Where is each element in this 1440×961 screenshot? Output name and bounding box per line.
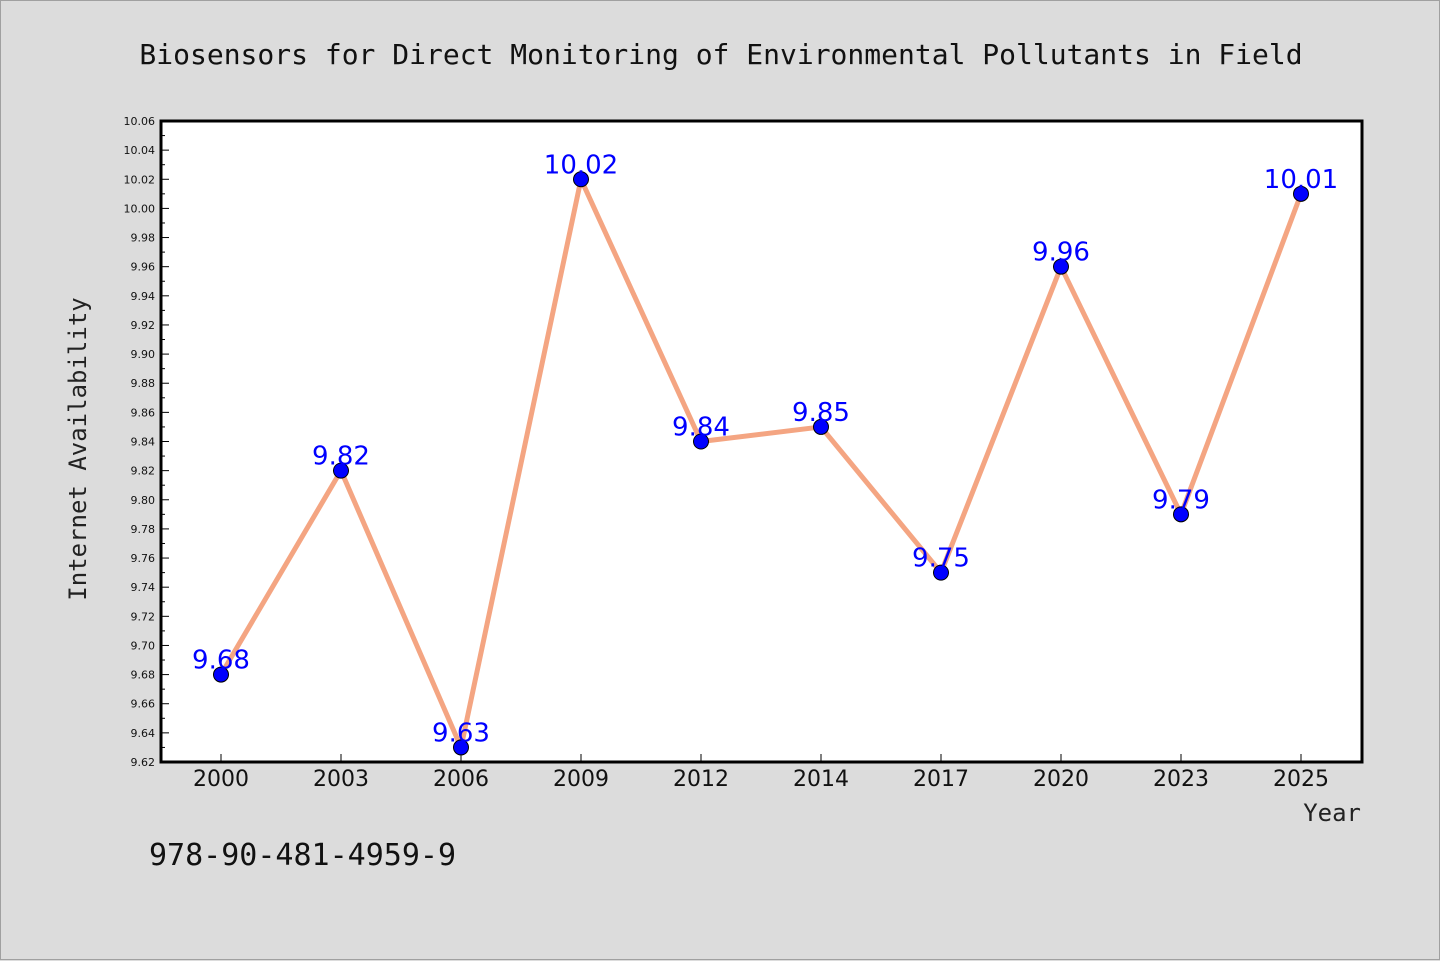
y-tick-label: 9.76: [131, 552, 156, 565]
data-label: 9.63: [432, 718, 490, 748]
x-tick-label: 2000: [193, 767, 249, 792]
y-tick-label: 9.78: [131, 523, 156, 536]
data-point: [1173, 506, 1189, 523]
y-tick-label: 9.74: [131, 581, 156, 594]
x-tick-label: 2006: [433, 767, 489, 792]
chart-title: Biosensors for Direct Monitoring of Envi…: [139, 38, 1302, 71]
data-label: 9.82: [312, 442, 370, 472]
data-label: 9.68: [192, 646, 250, 676]
x-tick-label: 2014: [793, 767, 849, 792]
y-axis: 9.62 9.64 9.66 9.68 9.70 9.72 9.74 9.76 9.78 9.80…: [124, 115, 169, 769]
y-tick-label: 9.64: [131, 727, 156, 740]
x-tick-label: 2023: [1153, 767, 1209, 792]
y-tick-label: 9.88: [131, 377, 156, 390]
data-point: [1293, 185, 1309, 202]
data-label: 9.75: [912, 544, 970, 574]
y-tick-label: 9.90: [131, 348, 156, 361]
y-tick-label: 9.80: [131, 494, 156, 507]
y-tick-label: 10.02: [124, 173, 156, 186]
data-label: 9.85: [792, 398, 850, 428]
plot-area: [159, 119, 1364, 764]
y-tick-label: 9.66: [131, 698, 156, 711]
y-tick-label: 9.62: [131, 756, 156, 769]
data-label: 10.01: [1264, 165, 1338, 195]
data-point: [1053, 258, 1069, 275]
x-tick-label: 2017: [913, 767, 969, 792]
y-axis-title: Internet Availability: [64, 297, 92, 600]
series-group: [213, 171, 1309, 756]
y-tick-label: 9.92: [131, 319, 156, 332]
y-tick-label: 10.06: [124, 115, 156, 128]
x-tick-label: 2003: [313, 767, 369, 792]
x-axis: 2000 2003 2006 2009 2012 2014 2017 2020 2023 2025: [193, 754, 1329, 792]
y-tick-label: 10.04: [124, 144, 156, 157]
data-point: [813, 418, 829, 435]
y-tick-label: 9.86: [131, 406, 156, 419]
y-tick-label: 9.68: [131, 669, 156, 682]
y-tick-label: 9.98: [131, 232, 156, 245]
data-point: [213, 666, 229, 683]
data-point: [933, 564, 949, 581]
data-point: [573, 171, 589, 188]
data-point: [693, 433, 709, 450]
y-tick-label: 10.00: [124, 202, 156, 215]
y-tick-label: 9.94: [131, 290, 156, 303]
y-tick-label: 9.70: [131, 639, 156, 652]
data-labels: 9.68 9.82 9.63 10.02 9.84 9.85 9.75 9.96 9.79 10.…: [192, 150, 1338, 748]
x-axis-title: Year: [1303, 799, 1361, 827]
x-tick-label: 2012: [673, 767, 729, 792]
x-tick-label: 2009: [553, 767, 609, 792]
data-label: 9.84: [672, 413, 730, 443]
y-tick-label: 9.84: [131, 436, 156, 449]
data-point: [333, 462, 349, 479]
y-tick-label: 9.96: [131, 261, 156, 274]
y-tick-label: 9.72: [131, 610, 156, 623]
series-line: [218, 176, 1304, 750]
isbn-text: 978-90-481-4959-9: [149, 838, 456, 873]
data-label: 9.96: [1032, 238, 1090, 268]
x-tick-label: 2020: [1033, 767, 1089, 792]
x-tick-label: 2025: [1273, 767, 1329, 792]
y-tick-label: 9.82: [131, 465, 156, 478]
data-label: 9.79: [1152, 485, 1210, 515]
data-point: [453, 739, 469, 756]
data-label: 10.02: [544, 150, 618, 180]
